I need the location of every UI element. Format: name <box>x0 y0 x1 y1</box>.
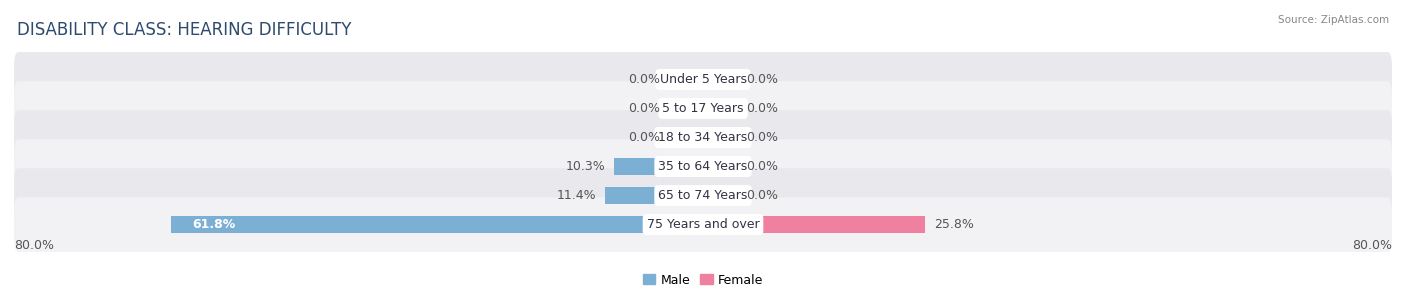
Bar <box>669 71 703 88</box>
Bar <box>703 187 738 204</box>
Bar <box>614 158 703 175</box>
Bar <box>703 216 925 233</box>
FancyBboxPatch shape <box>14 110 1392 165</box>
Text: 0.0%: 0.0% <box>628 102 659 115</box>
Legend: Male, Female: Male, Female <box>638 269 768 292</box>
Text: 65 to 74 Years: 65 to 74 Years <box>658 189 748 202</box>
Text: 0.0%: 0.0% <box>628 73 659 86</box>
Bar <box>703 71 738 88</box>
Text: 80.0%: 80.0% <box>14 239 53 252</box>
Text: 80.0%: 80.0% <box>1353 239 1392 252</box>
Text: 75 Years and over: 75 Years and over <box>647 218 759 231</box>
Text: 61.8%: 61.8% <box>193 218 236 231</box>
Bar <box>669 129 703 146</box>
Text: Source: ZipAtlas.com: Source: ZipAtlas.com <box>1278 15 1389 25</box>
FancyBboxPatch shape <box>14 168 1392 223</box>
Text: 0.0%: 0.0% <box>747 189 778 202</box>
Text: 0.0%: 0.0% <box>747 73 778 86</box>
FancyBboxPatch shape <box>14 81 1392 136</box>
Bar <box>703 129 738 146</box>
Text: 25.8%: 25.8% <box>934 218 974 231</box>
Text: 11.4%: 11.4% <box>557 189 596 202</box>
Text: DISABILITY CLASS: HEARING DIFFICULTY: DISABILITY CLASS: HEARING DIFFICULTY <box>17 21 352 39</box>
Bar <box>605 187 703 204</box>
Text: 0.0%: 0.0% <box>628 131 659 144</box>
Bar <box>703 158 738 175</box>
Text: 5 to 17 Years: 5 to 17 Years <box>662 102 744 115</box>
Text: 10.3%: 10.3% <box>567 160 606 173</box>
Text: 35 to 64 Years: 35 to 64 Years <box>658 160 748 173</box>
FancyBboxPatch shape <box>14 52 1392 107</box>
Text: 0.0%: 0.0% <box>747 160 778 173</box>
Text: 0.0%: 0.0% <box>747 131 778 144</box>
Text: Under 5 Years: Under 5 Years <box>659 73 747 86</box>
FancyBboxPatch shape <box>14 139 1392 194</box>
FancyBboxPatch shape <box>14 197 1392 252</box>
Bar <box>703 100 738 117</box>
Text: 0.0%: 0.0% <box>747 102 778 115</box>
Bar <box>170 216 703 233</box>
Bar <box>669 100 703 117</box>
Text: 18 to 34 Years: 18 to 34 Years <box>658 131 748 144</box>
